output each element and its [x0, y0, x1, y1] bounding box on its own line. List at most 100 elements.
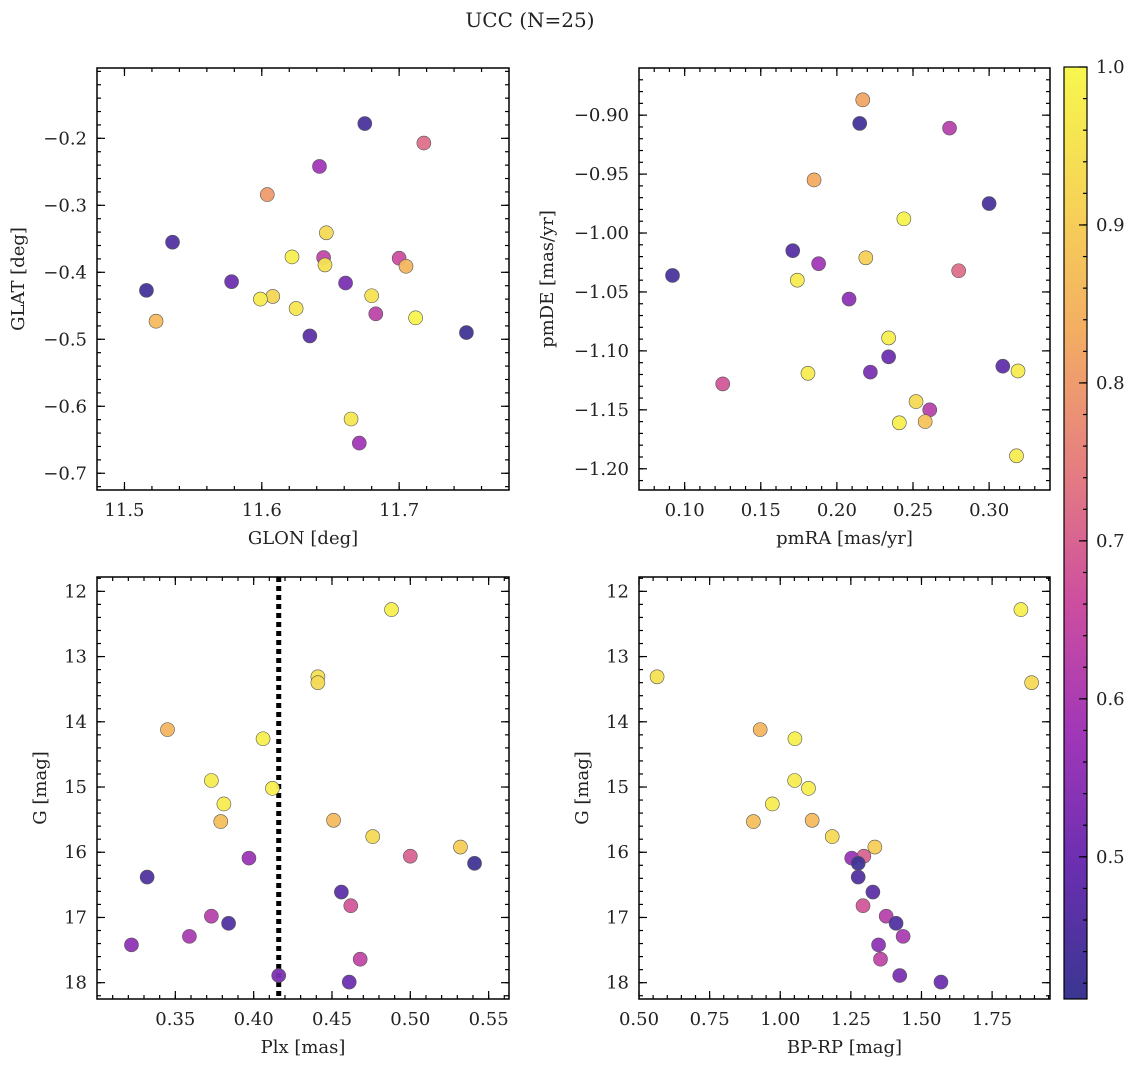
data-point	[160, 722, 175, 737]
y-tick-label: −1.10	[574, 341, 629, 362]
y-tick-label: 12	[606, 581, 629, 602]
panel-4: 0.50 0.75 1.00 1.25 1.50 1.75 12 13 14 15 16 17 18 BP…	[572, 576, 1051, 1058]
data-point	[343, 411, 359, 427]
data-point	[891, 415, 907, 431]
y-tick-label: −1.05	[574, 282, 629, 303]
data-point	[942, 120, 957, 136]
x-tick-label: 0.10	[665, 500, 705, 521]
data-point	[288, 301, 304, 316]
y-tick-label: −0.2	[43, 128, 87, 149]
colorbar: 0.5 0.6 0.7 0.8 0.9 1.0	[1063, 57, 1125, 1000]
data-point	[715, 376, 731, 392]
x-tick-label: 1.00	[760, 1009, 800, 1030]
y-axis-label: GLAT [deg]	[8, 227, 29, 331]
data-point	[824, 829, 840, 844]
data-point	[241, 850, 257, 866]
colorbar-tick-label: 0.9	[1096, 215, 1125, 236]
data-point	[265, 781, 280, 796]
data-point	[182, 929, 197, 944]
data-point	[665, 268, 680, 283]
data-point	[317, 257, 333, 273]
data-point	[352, 435, 367, 451]
data-point	[858, 250, 874, 266]
y-tick-label: −0.90	[574, 105, 629, 126]
y-tick-label: −1.00	[574, 223, 629, 244]
data-point	[855, 898, 871, 914]
y-tick-label: 17	[606, 907, 629, 928]
x-tick-label: 0.20	[817, 500, 857, 521]
data-point	[873, 951, 888, 967]
x-tick-label: 11.5	[104, 500, 144, 521]
y-tick-label: −1.20	[574, 459, 629, 480]
data-point	[811, 256, 826, 271]
data-point	[951, 263, 966, 279]
colorbar-tick-label: 0.7	[1096, 531, 1125, 552]
x-tick-label: 1.50	[901, 1009, 941, 1030]
y-tick-label: 17	[64, 907, 87, 928]
data-point	[384, 602, 399, 617]
data-point	[259, 187, 275, 202]
x-tick-label: 0.50	[390, 1009, 430, 1030]
x-tick-label: 0.40	[234, 1009, 274, 1030]
y-tick-label: 15	[64, 777, 87, 798]
data-point	[1013, 602, 1029, 617]
x-axis-label: GLON [deg]	[248, 528, 358, 549]
data-point	[804, 812, 820, 828]
axes-frame	[96, 576, 510, 1000]
data-point	[981, 196, 997, 211]
data-point	[124, 937, 139, 953]
data-point	[787, 731, 803, 747]
data-point	[1024, 675, 1039, 690]
y-tick-label: −0.4	[43, 262, 87, 283]
data-point	[933, 974, 949, 990]
data-point	[271, 968, 287, 983]
y-tick-label: 16	[606, 842, 629, 863]
x-tick-label: 0.45	[312, 1009, 352, 1030]
y-tick-label: 18	[64, 973, 87, 994]
data-point	[888, 916, 904, 931]
data-point	[352, 951, 368, 967]
data-point	[224, 274, 239, 289]
x-tick-label: 0.50	[619, 1009, 659, 1030]
data-point	[139, 869, 155, 885]
panel-2: 0.10 0.15 0.20 0.25 0.30 −1.20 −1.15 −1.10 −1.05…	[537, 67, 1051, 549]
data-point	[908, 394, 924, 409]
data-point	[341, 974, 357, 990]
data-point	[453, 839, 468, 855]
data-point	[867, 839, 883, 855]
axes-frame	[638, 67, 1051, 491]
y-tick-label: −0.95	[574, 164, 629, 185]
data-point	[871, 937, 886, 953]
y-tick-label: 16	[64, 842, 87, 863]
y-tick-label: 14	[64, 712, 87, 733]
data-point	[895, 929, 911, 944]
y-tick-label: −0.6	[43, 396, 87, 417]
data-point	[265, 289, 281, 304]
data-point	[398, 258, 414, 274]
data-point	[765, 796, 780, 812]
figure-title: UCC (N=25)	[465, 8, 594, 32]
data-point	[403, 848, 418, 864]
data-point	[852, 116, 868, 131]
x-axis-label: pmRA [mas/yr]	[776, 528, 913, 549]
colorbar-tick-label: 1.0	[1096, 57, 1125, 78]
y-tick-label: 15	[606, 777, 629, 798]
data-point	[878, 908, 894, 924]
data-point	[896, 211, 912, 227]
data-point	[850, 869, 866, 885]
y-tick-label: −0.7	[43, 463, 87, 484]
colorbar-tick-label: 0.6	[1096, 689, 1125, 710]
data-point	[253, 291, 268, 307]
data-point	[790, 272, 805, 288]
y-tick-label: 18	[606, 973, 629, 994]
data-point	[800, 366, 816, 381]
x-tick-label: 0.75	[690, 1009, 730, 1030]
data-point	[881, 349, 896, 365]
data-point	[787, 773, 802, 788]
data-point	[917, 414, 933, 429]
data-point	[995, 358, 1011, 374]
data-point	[139, 283, 154, 298]
axes-frame	[96, 67, 510, 491]
x-tick-label: 0.15	[741, 500, 781, 521]
data-point	[310, 675, 326, 690]
